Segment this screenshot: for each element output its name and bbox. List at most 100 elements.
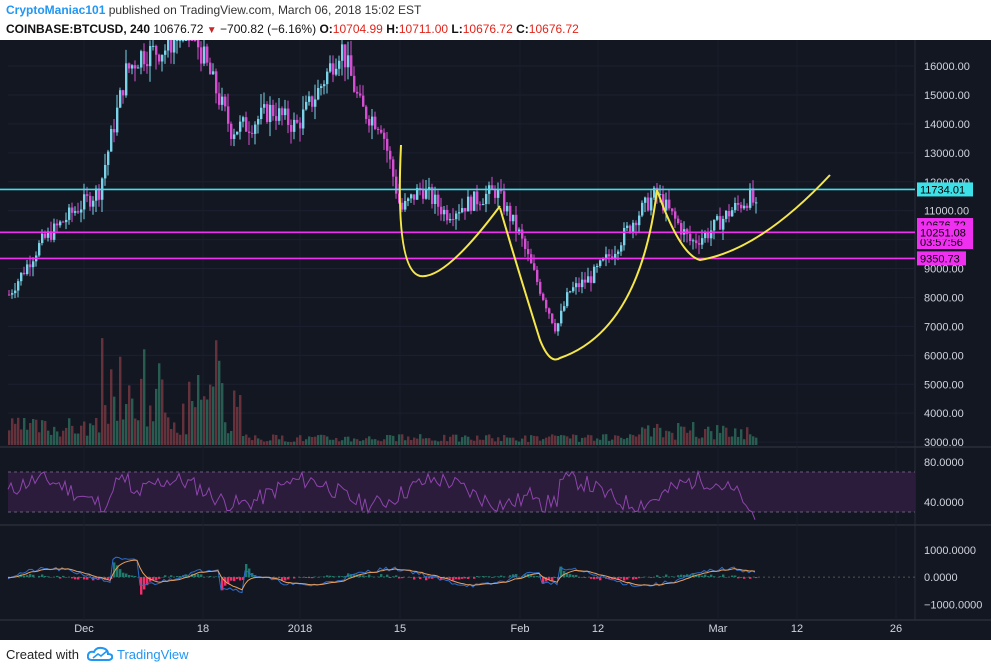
macd-histogram-bar: [338, 575, 341, 578]
candle-body: [569, 291, 572, 293]
volume-bar: [446, 441, 449, 445]
candle-body: [143, 51, 146, 65]
volume-bar: [68, 418, 71, 445]
volume-bar: [119, 356, 122, 445]
volume-bar: [728, 436, 731, 445]
macd-histogram-bar: [236, 577, 239, 580]
candle-body: [590, 276, 593, 283]
volume-bar: [191, 401, 194, 445]
volume-bar: [545, 437, 548, 445]
volume-bar: [41, 420, 44, 445]
volume-bar: [731, 436, 734, 445]
candle-body: [632, 222, 635, 232]
candle-body: [572, 287, 575, 292]
candle-body: [257, 119, 260, 125]
macd-histogram-bar: [431, 577, 434, 579]
horizontal-levels[interactable]: [0, 188, 915, 260]
macd-histogram-bar: [545, 577, 548, 582]
cup-and-handle-drawing[interactable]: [398, 144, 831, 361]
macd-histogram-bar: [461, 577, 464, 579]
candle-body: [200, 47, 203, 64]
author-link[interactable]: CryptoManiac101: [6, 3, 106, 17]
candle-body: [26, 264, 29, 275]
volume-bar: [155, 388, 158, 445]
macd-histogram-bar: [134, 575, 137, 578]
tradingview-brand[interactable]: TradingView: [117, 647, 189, 662]
macd-histogram-bar: [515, 574, 518, 578]
volume-bar: [47, 430, 50, 445]
candle-body: [521, 229, 524, 239]
volume-bar: [269, 440, 272, 445]
volume-bar: [479, 439, 482, 445]
volume-bar: [95, 417, 98, 445]
volume-bar: [302, 441, 305, 445]
volume-bar: [311, 436, 314, 445]
volume-bar: [230, 430, 233, 445]
candle-body: [587, 276, 590, 283]
volume-bar: [500, 441, 503, 445]
volume-bar: [32, 419, 35, 445]
volume-bar: [515, 440, 518, 445]
candle-body: [14, 290, 17, 294]
volume-bar: [245, 434, 248, 445]
macd-histogram-bar: [695, 574, 698, 578]
candle-body: [701, 238, 704, 245]
candle-body: [356, 91, 359, 94]
candle-body: [410, 194, 413, 199]
time-axis[interactable]: Dec 18 2018 15 Feb 12 Mar 12 26: [74, 623, 902, 635]
macd-histogram-bar: [536, 576, 539, 578]
candle-body: [527, 248, 530, 255]
volume-bar: [221, 383, 224, 445]
candle-body: [191, 40, 194, 41]
candle-body: [335, 68, 338, 75]
volume-bar: [671, 432, 674, 445]
candle-body: [677, 218, 680, 224]
volume-bar: [461, 437, 464, 445]
macd-histogram-bar: [341, 576, 344, 578]
macd-histogram-bar: [38, 575, 41, 578]
macd-histogram-bar: [311, 577, 314, 579]
volume-bar: [359, 441, 362, 445]
candle-body: [740, 204, 743, 209]
candle-body: [344, 44, 347, 68]
candle-body: [194, 40, 197, 41]
candle-body: [626, 225, 629, 228]
volume-bar: [122, 419, 125, 445]
macd-histogram-bar: [542, 577, 545, 584]
macd-histogram-bar: [386, 574, 389, 578]
macd-histogram-bar: [455, 577, 458, 580]
volume-bar: [746, 427, 749, 445]
candle-body: [179, 40, 182, 41]
volume-bar: [326, 436, 329, 445]
candle-body: [500, 189, 503, 192]
candle-body: [728, 211, 731, 217]
macd-histogram-bar: [344, 576, 347, 578]
volume-bar: [107, 423, 110, 445]
candle-body: [710, 230, 713, 239]
volume-bar: [350, 441, 353, 445]
macd-histogram-bar: [614, 577, 617, 579]
macd-tick-label: −1000.0000: [924, 599, 982, 611]
macd-histogram-bar: [590, 577, 593, 579]
candle-body: [44, 233, 47, 238]
price-tag-label: 10251.08: [920, 227, 966, 239]
time-tick-label: 12: [791, 623, 803, 635]
candle-body: [644, 197, 647, 203]
macd-histogram-bar: [704, 574, 707, 578]
candle-body: [377, 128, 380, 130]
macd-histogram-bar: [77, 577, 80, 580]
right-shoulder-curve: [656, 174, 831, 262]
macd-histogram-bar: [200, 574, 203, 578]
candle-body: [599, 260, 602, 266]
symbol-label: COINBASE:BTCUSD, 240: [6, 22, 151, 36]
candle-body: [209, 62, 212, 75]
price-chart[interactable]: 16000.0015000.0014000.0013000.0012000.00…: [0, 40, 991, 640]
macd-histogram-bar: [476, 576, 479, 578]
volume-bar: [440, 440, 443, 445]
volume-bar: [695, 436, 698, 445]
candle-body: [659, 194, 662, 196]
macd-histogram-bar: [428, 577, 431, 579]
macd-histogram-bar: [572, 574, 575, 578]
candle-body: [413, 194, 416, 200]
